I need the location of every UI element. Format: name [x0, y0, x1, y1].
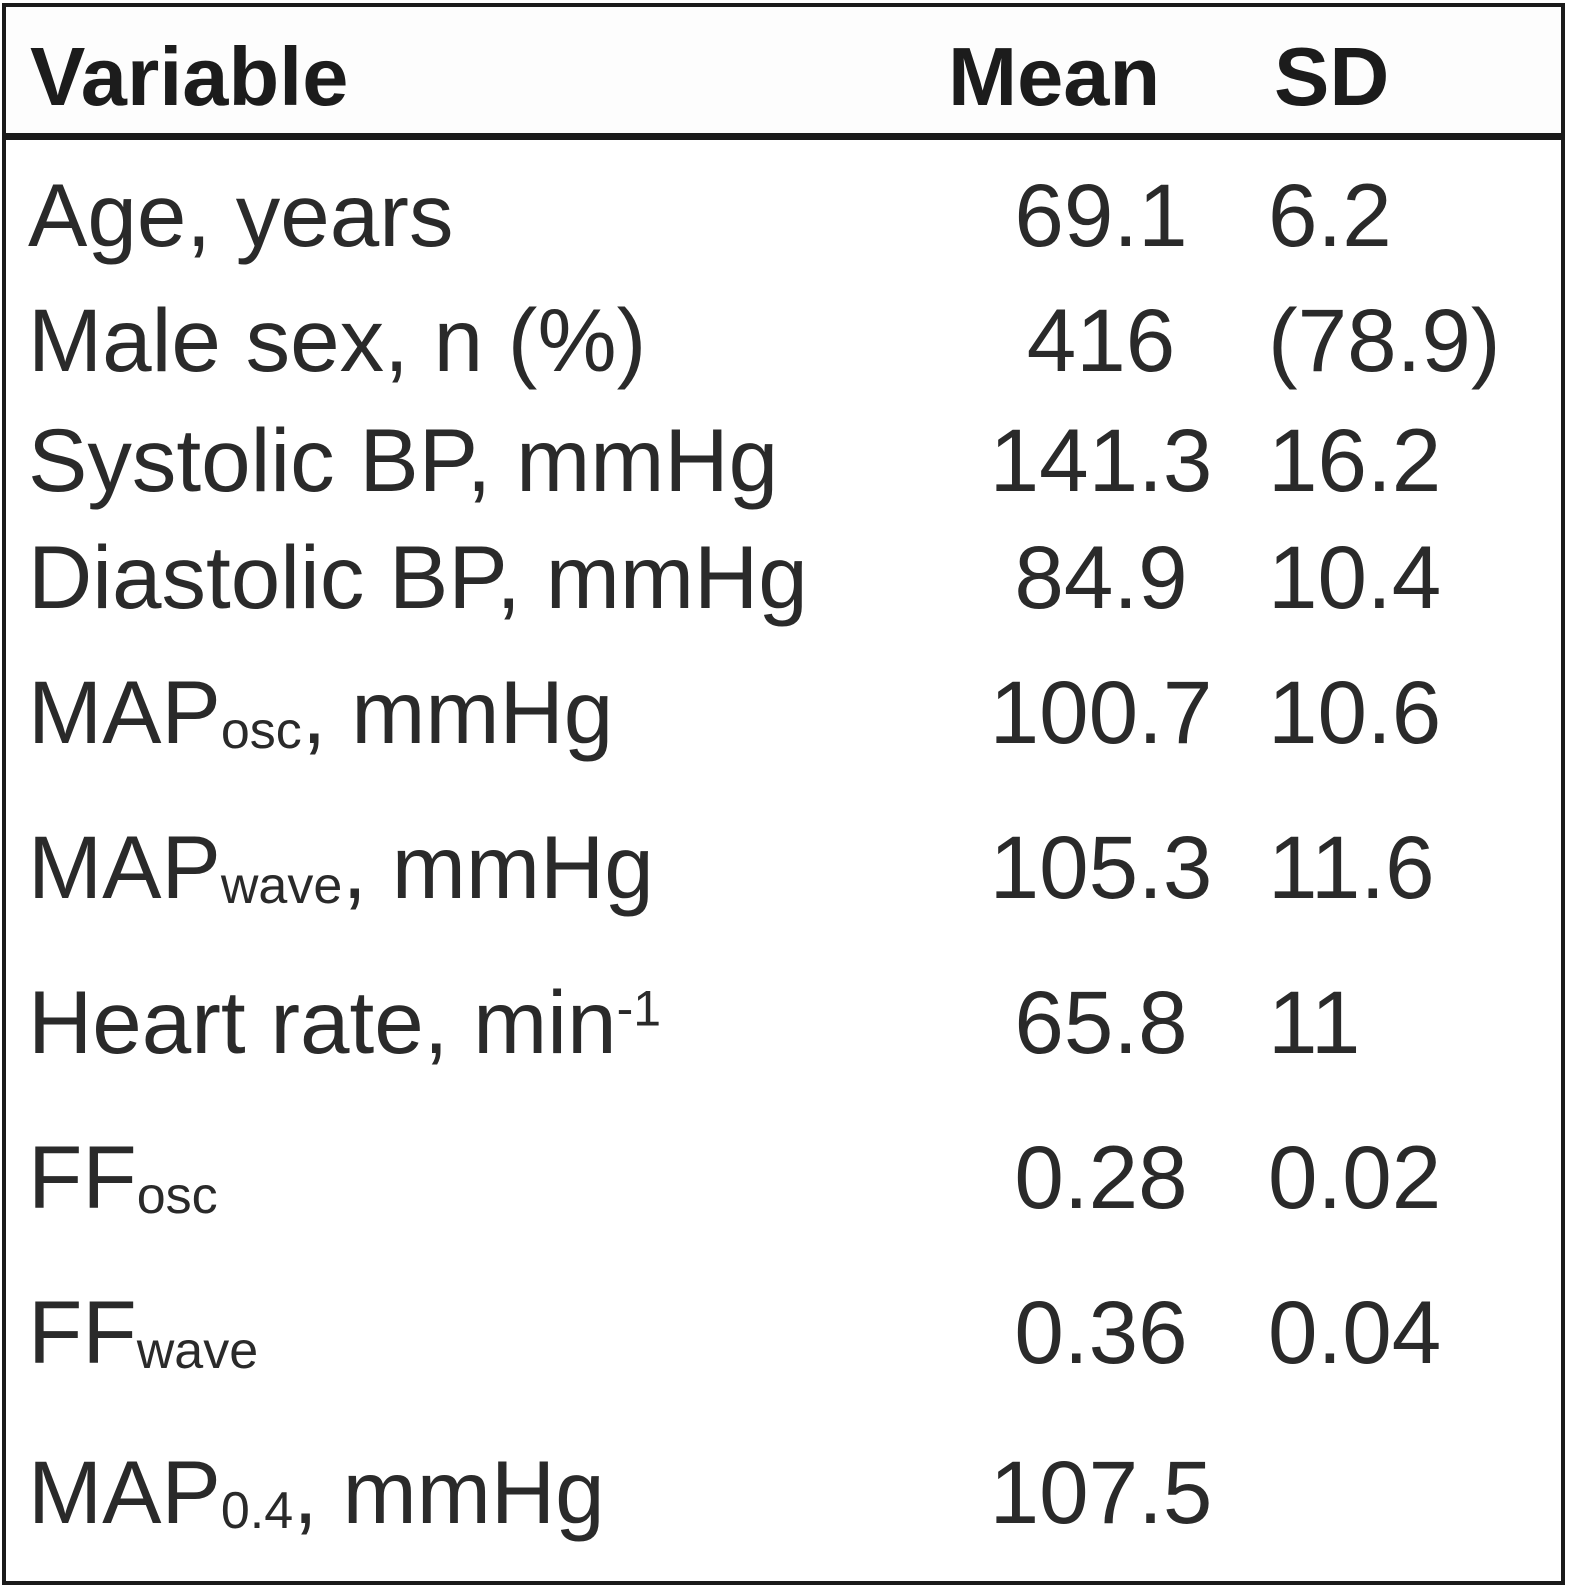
row-variable: FFosc [28, 1117, 218, 1237]
table-row: Male sex, n (%) 416 (78.9) [6, 280, 1561, 400]
row-variable: Heart rate, min-1 [28, 962, 661, 1082]
row-sd: 0.04 [1268, 1282, 1442, 1382]
row-variable: MAPosc, mmHg [28, 652, 613, 772]
row-variable: Male sex, n (%) [28, 280, 646, 400]
row-sd: 16.2 [1268, 410, 1442, 510]
variable-label: Heart rate, min [28, 972, 617, 1072]
row-variable: MAP0.4, mmHg [28, 1432, 605, 1552]
variable-subscript: wave [136, 1322, 259, 1381]
row-variable: FFwave [28, 1272, 258, 1392]
variable-label: MAP [28, 817, 221, 917]
variable-label: MAP [28, 1442, 221, 1542]
variable-label: Male sex, n (%) [28, 290, 647, 390]
row-mean: 105.3 [989, 817, 1213, 917]
row-sd: 6.2 [1268, 165, 1392, 265]
variable-subscript: osc [136, 1167, 218, 1226]
variable-label: Diastolic BP, mmHg [28, 527, 808, 627]
table-header: Variable Mean SD [6, 7, 1561, 140]
row-mean: 100.7 [989, 662, 1213, 762]
row-mean: 65.8 [1014, 972, 1188, 1072]
table-row: Heart rate, min-1 65.8 11 [6, 962, 1561, 1082]
table-row: Age, years 69.1 6.2 [6, 155, 1561, 275]
variable-suffix: , mmHg [301, 662, 614, 762]
header-variable: Variable [30, 30, 349, 123]
row-variable: Systolic BP, mmHg [28, 400, 778, 520]
row-mean: 84.9 [1014, 527, 1188, 627]
variable-suffix: , mmHg [342, 817, 654, 917]
row-mean: 0.28 [1014, 1127, 1188, 1227]
variable-label: Age, years [28, 165, 454, 265]
data-table: Variable Mean SD Age, years 69.1 6.2 Mal… [2, 3, 1565, 1585]
table-row: MAP0.4, mmHg 107.5 [6, 1432, 1561, 1552]
table-row: FFwave 0.36 0.04 [6, 1272, 1561, 1392]
variable-label: FF [28, 1127, 137, 1227]
row-variable: Age, years [28, 155, 453, 275]
row-sd: 11 [1268, 972, 1361, 1072]
row-variable: MAPwave, mmHg [28, 807, 654, 927]
variable-suffix: , mmHg [293, 1442, 605, 1542]
row-sd: (78.9) [1268, 290, 1501, 390]
row-sd: 0.02 [1268, 1127, 1442, 1227]
row-sd: 10.4 [1268, 527, 1442, 627]
table-row: MAPosc, mmHg 100.7 10.6 [6, 652, 1561, 772]
row-mean: 0.36 [1014, 1282, 1188, 1382]
row-mean: 69.1 [1014, 165, 1188, 265]
row-mean: 416 [1026, 290, 1176, 390]
table-row: MAPwave, mmHg 105.3 11.6 [6, 807, 1561, 927]
row-sd: 11.6 [1268, 817, 1435, 917]
variable-label: FF [28, 1282, 137, 1382]
variable-subscript: 0.4 [220, 1482, 294, 1541]
table-row: FFosc 0.28 0.02 [6, 1117, 1561, 1237]
header-sd: SD [1274, 30, 1390, 123]
row-mean: 107.5 [989, 1442, 1213, 1542]
row-sd: 10.6 [1268, 662, 1442, 762]
table-row: Systolic BP, mmHg 141.3 16.2 [6, 400, 1561, 520]
variable-label: Systolic BP, mmHg [28, 410, 779, 510]
variable-superscript: -1 [616, 980, 662, 1037]
variable-label: MAP [28, 662, 221, 762]
row-mean: 141.3 [989, 410, 1213, 510]
variable-subscript: wave [220, 857, 343, 916]
row-variable: Diastolic BP, mmHg [28, 517, 808, 637]
table-row: Diastolic BP, mmHg 84.9 10.4 [6, 517, 1561, 637]
header-mean: Mean [948, 30, 1161, 123]
variable-subscript: osc [220, 702, 302, 761]
